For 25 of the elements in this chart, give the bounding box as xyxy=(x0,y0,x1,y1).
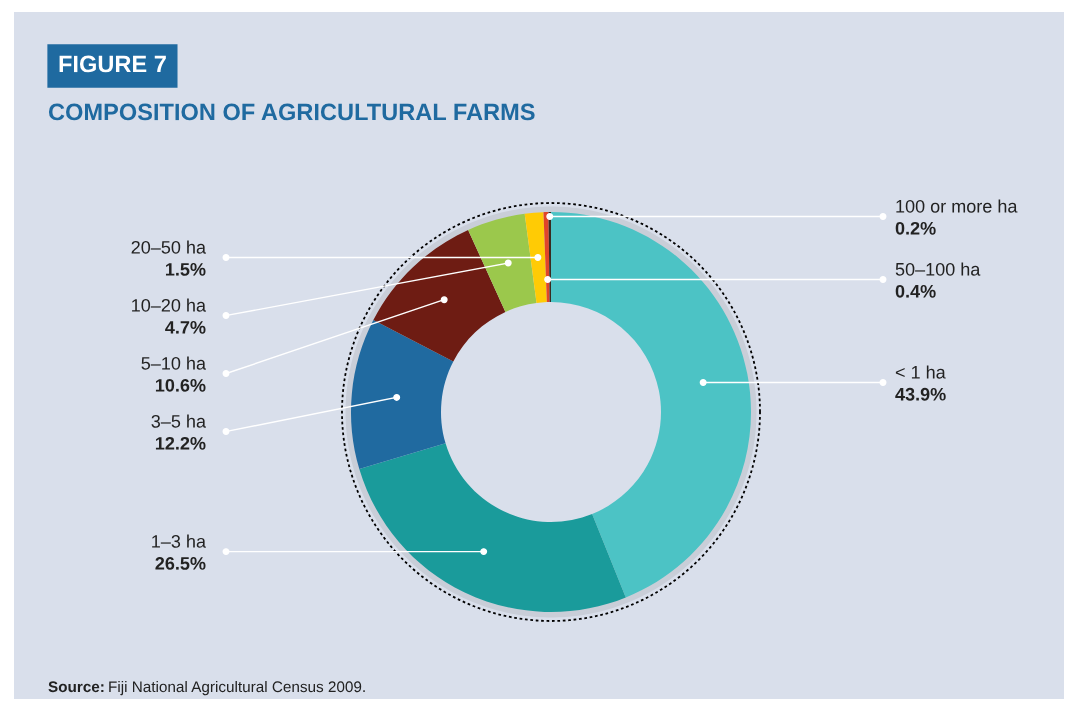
data-label: 4.7% xyxy=(165,320,206,334)
slice-label: 100 or more ha xyxy=(896,199,1018,213)
data-label: 10.6% xyxy=(155,378,206,392)
caption: FIGURE 7 xyxy=(59,55,166,73)
data-label: 43.9% xyxy=(895,387,946,401)
donut-slice xyxy=(359,443,626,612)
slice-label: 50–100 ha xyxy=(895,262,981,276)
chart-title: COMPOSITION OF AGRICULTURAL FARMS xyxy=(48,103,535,121)
donut-slice xyxy=(524,212,547,303)
slice-label: 5–10 ha xyxy=(141,356,207,370)
donut-slice xyxy=(373,229,506,362)
donut-slice xyxy=(468,213,537,312)
slice-label: 3–5 ha xyxy=(151,414,206,428)
data-label: 0.2% xyxy=(895,221,936,235)
donut-slice xyxy=(551,212,751,598)
donut-slice xyxy=(351,320,454,469)
data-label: 0.4% xyxy=(895,284,936,298)
source-note: Source: Fiji National Agricultural Census 2009. xyxy=(48,680,365,696)
data-label: 12.2% xyxy=(155,436,206,450)
data-label: 26.5% xyxy=(155,557,206,570)
slice-label: < 1 ha xyxy=(895,365,946,379)
slice-label: 10–20 ha xyxy=(132,298,207,312)
slice-label: 20–50 ha xyxy=(131,240,207,254)
slice-label: 1–3 ha xyxy=(152,534,206,548)
data-label: 1.5% xyxy=(165,262,206,276)
